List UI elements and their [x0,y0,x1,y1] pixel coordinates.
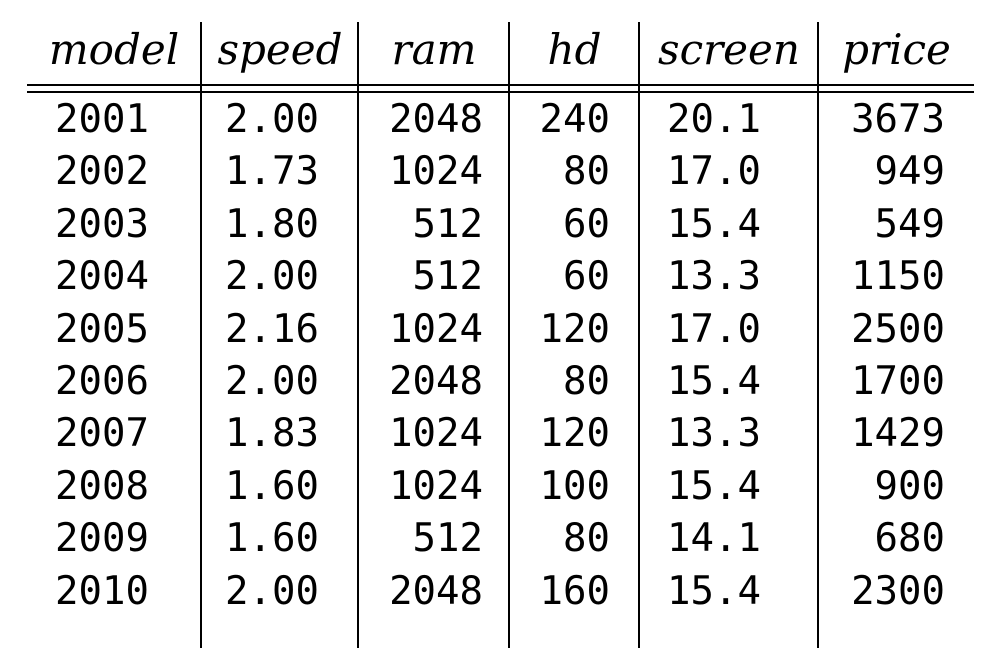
header-price: price [842,25,951,74]
cell-model: 2010 [55,568,149,614]
column-divider [200,22,202,648]
cell-screen: 15.4 [667,568,761,614]
cell-screen: 15.4 [667,463,761,509]
cell-price: 1429 [851,411,945,457]
cell-price: 3673 [851,97,945,142]
header-rule-bottom [27,91,974,93]
header-rule-top [27,84,974,86]
cell-hd: 60 [563,254,610,300]
cell-hd: 120 [539,411,610,457]
cell-model: 2007 [55,411,149,457]
cell-speed: 1.80 [225,201,319,247]
cell-price: 1150 [851,254,945,300]
cell-screen: 13.3 [667,411,761,457]
cell-model: 2009 [55,516,149,562]
cell-price: 2300 [851,568,945,614]
cell-speed: 1.73 [225,149,319,195]
cell-hd: 240 [539,97,610,142]
cell-price: 549 [874,201,945,247]
cell-model: 2005 [55,306,149,352]
cell-price: 949 [874,149,945,195]
cell-speed: 2.00 [225,97,319,142]
header-screen: screen [658,25,800,74]
table-row: 2006 2.00 2048 80 15.4 1700 [0,356,999,408]
cell-speed: 1.60 [225,516,319,562]
cell-screen: 15.4 [667,359,761,404]
cell-model: 2004 [55,254,149,300]
cell-hd: 80 [563,516,610,562]
table-row: 2009 1.60 512 80 14.1 680 [0,513,999,565]
cell-speed: 2.16 [225,306,319,352]
header-model: model [48,25,180,74]
cell-price: 900 [874,463,945,509]
table-row: 2005 2.16 1024 120 17.0 2500 [0,304,999,356]
cell-screen: 17.0 [667,149,761,195]
column-divider [817,22,819,648]
cell-screen: 13.3 [667,254,761,300]
cell-screen: 17.0 [667,306,761,352]
header-speed: speed [217,25,343,74]
cell-speed: 2.00 [225,359,319,404]
cell-ram: 1024 [389,463,483,509]
cell-screen: 14.1 [667,516,761,562]
cell-hd: 60 [563,201,610,247]
cell-ram: 2048 [389,97,483,142]
column-divider [638,22,640,648]
cell-model: 2006 [55,359,149,404]
cell-speed: 2.00 [225,254,319,300]
cell-model: 2008 [55,463,149,509]
cell-ram: 2048 [389,568,483,614]
cell-price: 680 [874,516,945,562]
cell-ram: 1024 [389,149,483,195]
table-row: 2004 2.00 512 60 13.3 1150 [0,251,999,303]
cell-speed: 2.00 [225,568,319,614]
cell-model: 2001 [55,97,149,142]
header-ram: ram [391,25,477,74]
table-row: 2003 1.80 512 60 15.4 549 [0,199,999,251]
table-row: 2001 2.00 2048 240 20.1 3673 [0,94,999,146]
table-row: 2007 1.83 1024 120 13.3 1429 [0,408,999,460]
cell-speed: 1.83 [225,411,319,457]
cell-ram: 1024 [389,306,483,352]
cell-price: 1700 [851,359,945,404]
cell-speed: 1.60 [225,463,319,509]
cell-hd: 120 [539,306,610,352]
table-row: 2002 1.73 1024 80 17.0 949 [0,146,999,198]
cell-hd: 80 [563,359,610,404]
cell-screen: 15.4 [667,201,761,247]
table-row: 2008 1.60 1024 100 15.4 900 [0,461,999,513]
cell-ram: 512 [412,516,483,562]
cell-model: 2003 [55,201,149,247]
cell-ram: 512 [412,201,483,247]
cell-ram: 1024 [389,411,483,457]
cell-model: 2002 [55,149,149,195]
cell-hd: 80 [563,149,610,195]
cell-ram: 512 [412,254,483,300]
column-divider [508,22,510,648]
cell-hd: 160 [539,568,610,614]
table-row: 2010 2.00 2048 160 15.4 2300 [0,566,999,618]
column-divider [357,22,359,648]
cell-screen: 20.1 [667,97,761,142]
cell-price: 2500 [851,306,945,352]
header-hd: hd [547,25,602,74]
cell-ram: 2048 [389,359,483,404]
cell-hd: 100 [539,463,610,509]
